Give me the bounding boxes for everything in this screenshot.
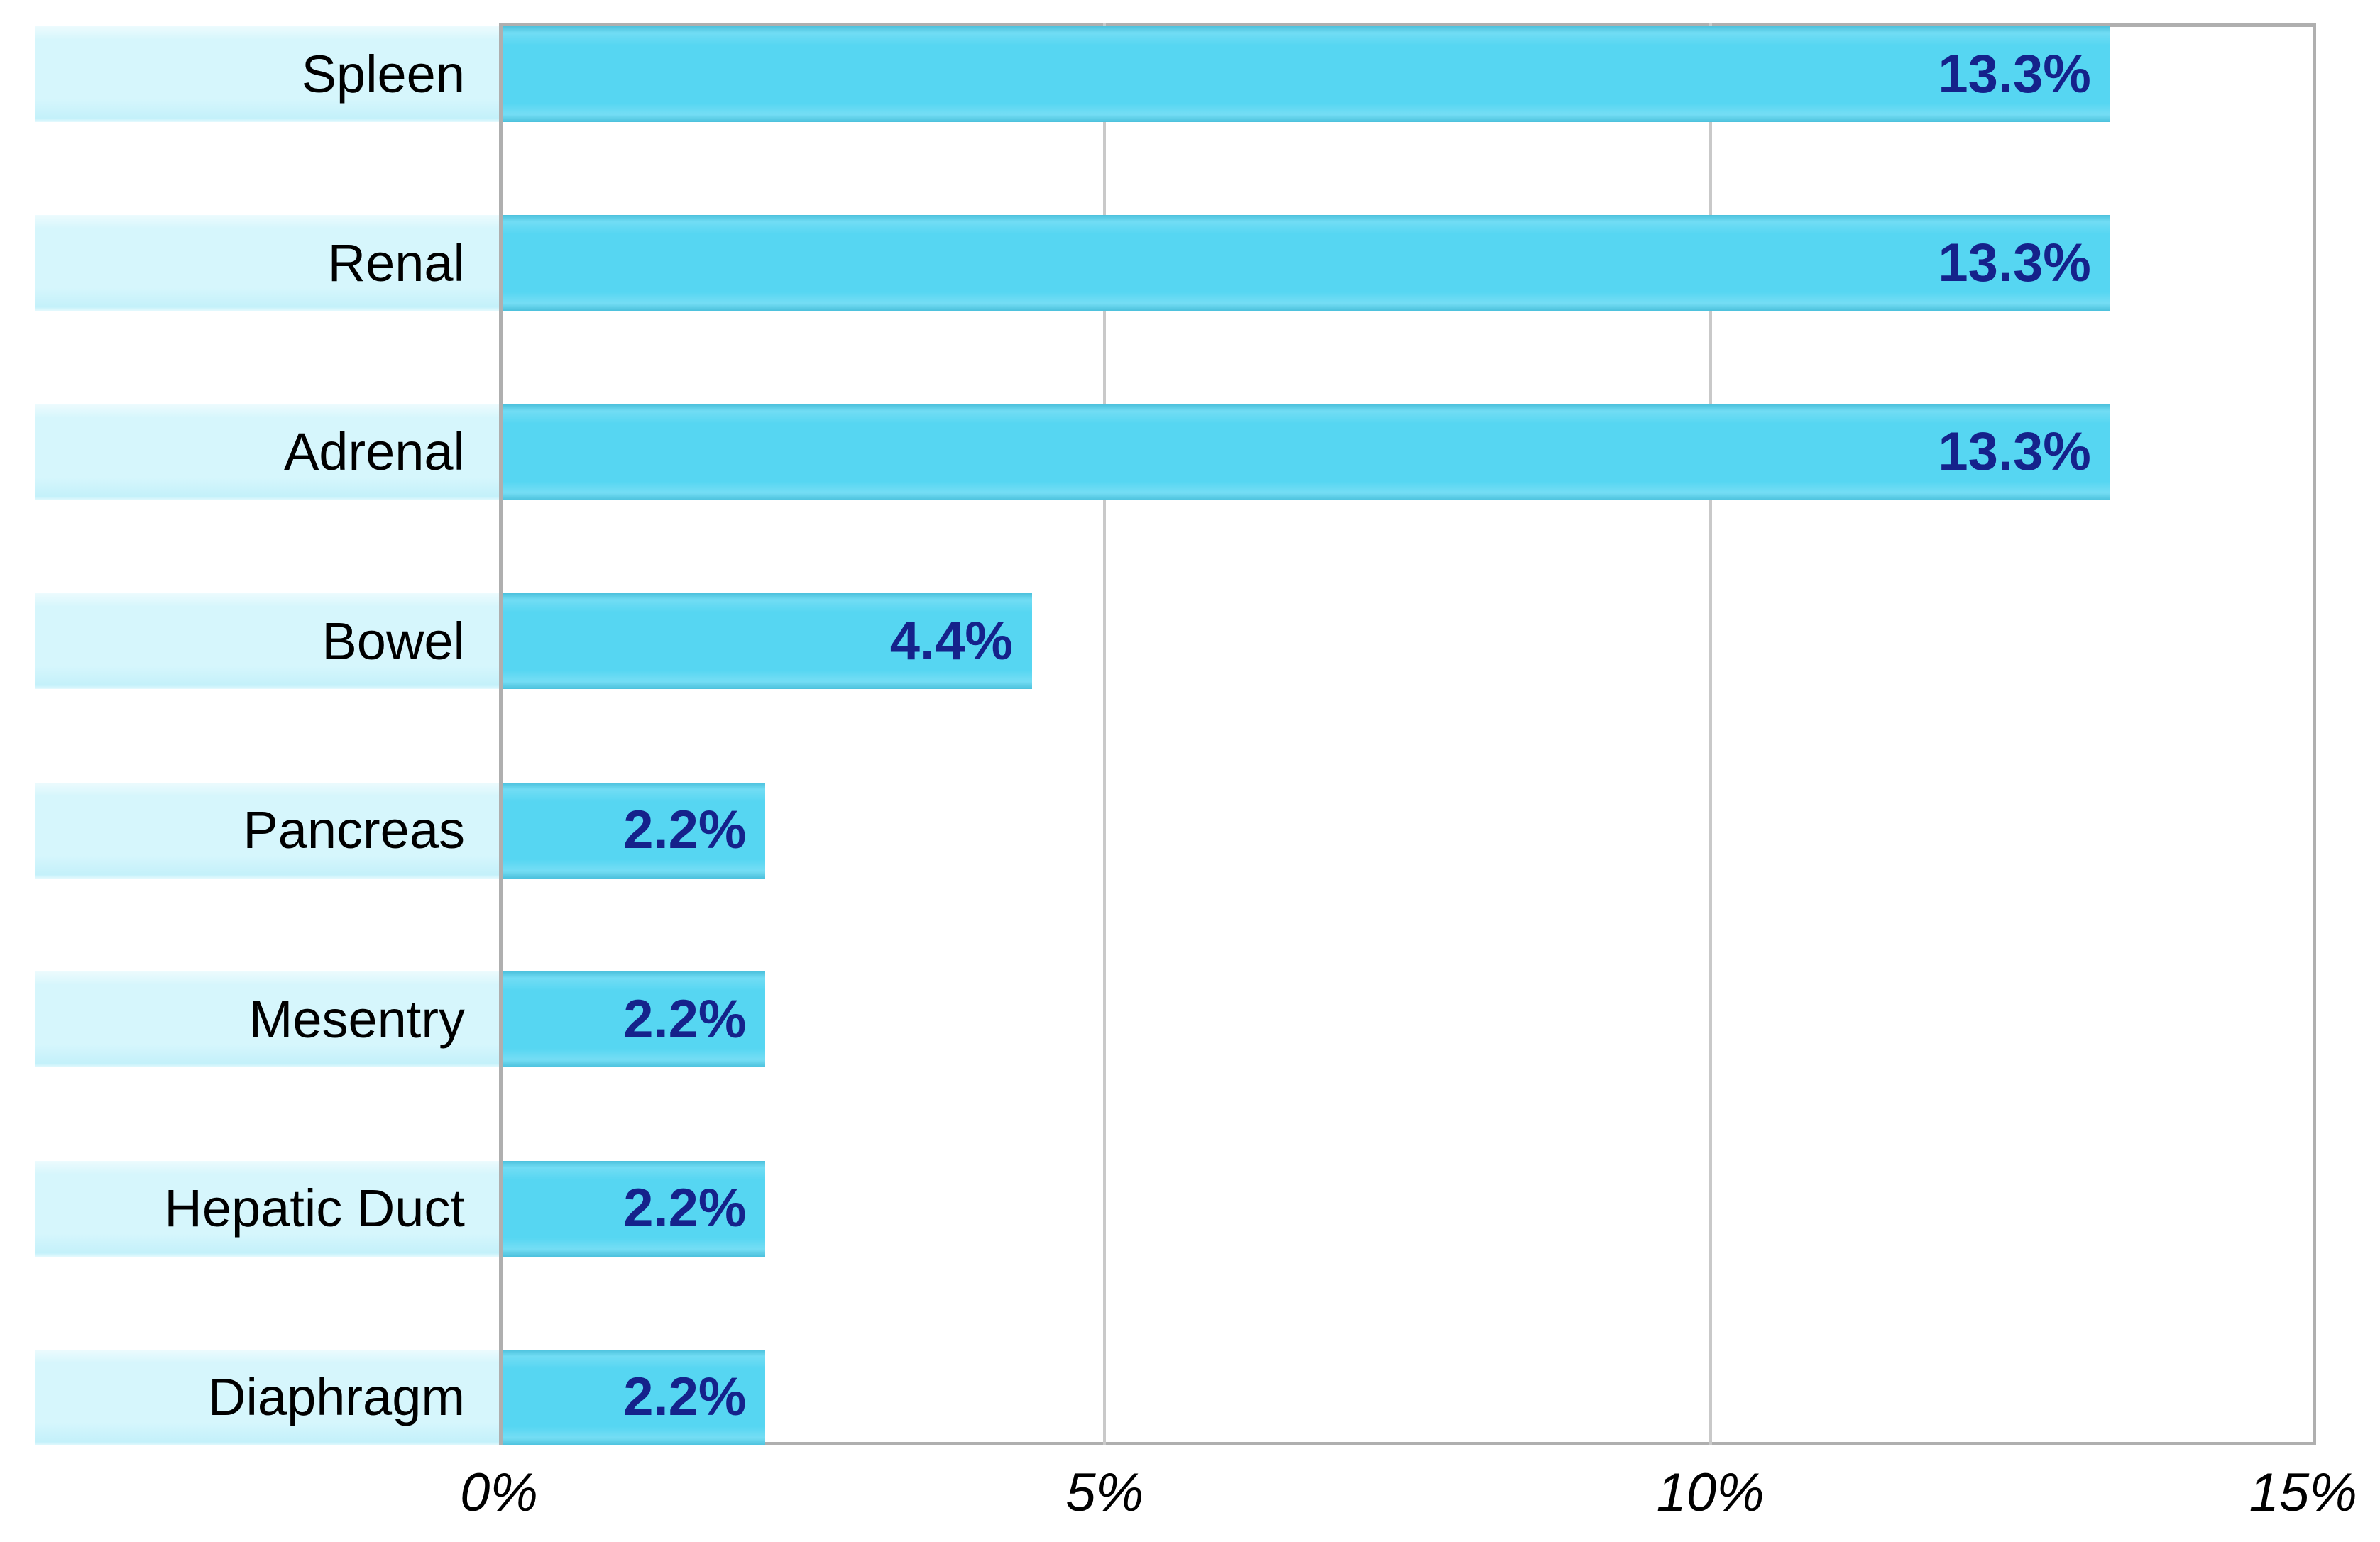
- category-label-band: Adrenal: [35, 404, 499, 500]
- category-label: Diaphragm: [208, 1367, 465, 1427]
- value-label: 13.3%: [1938, 232, 2091, 293]
- bar-row: Diaphragm 2.2%: [35, 1349, 2316, 1445]
- category-label: Hepatic Duct: [164, 1179, 465, 1238]
- value-label: 4.4%: [889, 610, 1013, 671]
- category-label: Renal: [327, 233, 465, 292]
- bar-row: Hepatic Duct 2.2%: [35, 1160, 2316, 1257]
- bar: 2.2%: [503, 782, 765, 879]
- bar: 2.2%: [503, 1349, 765, 1445]
- category-label-band: Spleen: [35, 26, 499, 122]
- category-label-band: Pancreas: [35, 782, 499, 879]
- category-label-band: Hepatic Duct: [35, 1160, 499, 1257]
- bar-row: Adrenal 13.3%: [35, 404, 2316, 500]
- bar: 13.3%: [503, 404, 2110, 500]
- gridline-10pct: [1709, 23, 1712, 1445]
- gridline-5pct: [1103, 23, 1107, 1445]
- x-axis-tick-label: 10%: [1656, 1463, 1765, 1523]
- bar: 2.2%: [503, 1160, 765, 1257]
- value-label: 13.3%: [1938, 43, 2091, 104]
- bar: 4.4%: [503, 593, 1032, 690]
- category-label-band: Bowel: [35, 593, 499, 690]
- category-label: Bowel: [322, 611, 465, 671]
- category-label: Pancreas: [243, 800, 465, 860]
- value-label: 2.2%: [623, 800, 747, 861]
- value-label: 13.3%: [1938, 422, 2091, 483]
- value-label: 2.2%: [623, 988, 747, 1050]
- category-label-band: Mesentry: [35, 971, 499, 1068]
- bar-row: Pancreas 2.2%: [35, 782, 2316, 879]
- bar: 13.3%: [503, 215, 2110, 312]
- value-label: 2.2%: [623, 1367, 747, 1428]
- bar: 2.2%: [503, 971, 765, 1068]
- category-label-band: Renal: [35, 215, 499, 312]
- category-label: Spleen: [301, 44, 465, 104]
- category-label: Adrenal: [283, 422, 465, 482]
- x-axis-tick-label: 5%: [1065, 1463, 1144, 1523]
- bar-rows: Spleen 13.3% Renal 13.3% Adrenal 13.3% Bowel 4.…: [35, 26, 2316, 1445]
- plot-area-frame: [499, 23, 2316, 1445]
- bar-row: Bowel 4.4%: [35, 593, 2316, 690]
- value-label: 2.2%: [623, 1178, 747, 1239]
- x-axis-tick-label: 15%: [2249, 1463, 2357, 1523]
- category-label-band: Diaphragm: [35, 1349, 499, 1445]
- bar: 13.3%: [503, 26, 2110, 122]
- bar-row: Spleen 13.3%: [35, 26, 2316, 122]
- category-label: Mesentry: [248, 989, 465, 1049]
- bar-row: Renal 13.3%: [35, 215, 2316, 312]
- x-axis-tick-label: 0%: [460, 1463, 538, 1523]
- bar-row: Mesentry 2.2%: [35, 971, 2316, 1068]
